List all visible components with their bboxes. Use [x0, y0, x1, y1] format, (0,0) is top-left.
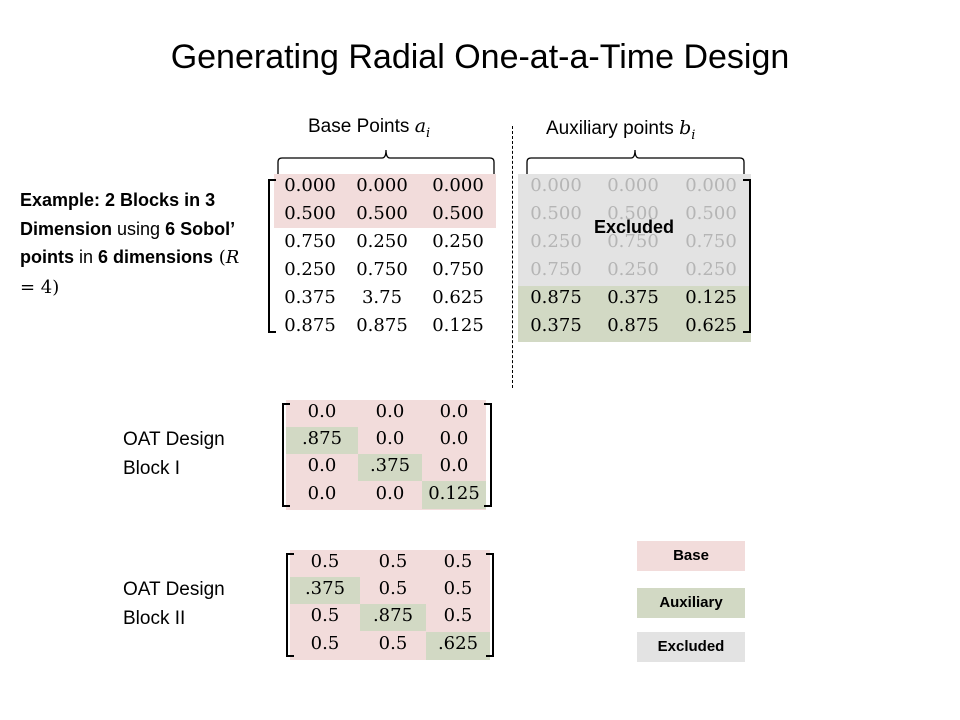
- block-1-row: 0.0 0.0 0.0: [307, 401, 469, 422]
- block-2-aux-cell: [426, 632, 490, 660]
- block-2-left-bracket: [286, 553, 294, 657]
- legend-auxiliary: Auxiliary: [637, 588, 745, 618]
- sobol-row: 0.875 0.875 0.125: [284, 315, 484, 336]
- block-1-row: .875 0.0 0.0: [301, 428, 469, 449]
- block-1-row: 0.0.375 0.0: [307, 455, 469, 476]
- sobol-row: 0.750 0.250 0.250: [284, 231, 484, 252]
- sobol-aux-row-excluded: 0.750 0.250 0.250: [530, 259, 737, 280]
- sobol-aux-row-excluded: 0.000 0.000 0.000: [530, 175, 737, 196]
- base-points-header: Base Points ai: [308, 115, 430, 141]
- auxiliary-points-header: Auxiliary points bi: [546, 117, 695, 143]
- auxiliary-points-label: Auxiliary points: [546, 118, 674, 139]
- sobol-row: 0.375 3.75 0.625: [284, 287, 484, 308]
- block-2-row: 0.5 0.5.625: [310, 633, 479, 654]
- block-2-right-bracket: [486, 553, 494, 657]
- sobol-aux-row-excluded: 0.500 0.500 0.500: [530, 203, 737, 224]
- base-brace: [277, 149, 495, 174]
- block-1-row: 0.0 0.0 0.125: [307, 483, 480, 504]
- sobol-aux-row: 0.375 0.875 0.625: [530, 315, 737, 336]
- sobol-aux-row-excluded: 0.250 0.750 0.750: [530, 231, 737, 252]
- block-1-label: OAT Design Block I: [123, 429, 225, 479]
- dashed-divider: [512, 126, 513, 388]
- sobol-right-bracket: [743, 179, 751, 333]
- block-1-left-bracket: [282, 403, 290, 507]
- sobol-row: 0.500 0.500 0.500: [284, 203, 484, 224]
- legend-excluded: Excluded: [637, 632, 745, 662]
- block-2-aux-cell: [290, 577, 360, 604]
- sobol-left-bracket: [268, 179, 276, 333]
- excluded-highlight: [518, 174, 751, 286]
- sobol-row: 0.250 0.750 0.750: [284, 259, 484, 280]
- base-points-label: Base Points: [308, 116, 410, 137]
- auxiliary-points-symbol: bi: [679, 117, 696, 143]
- sobol-row: 0.000 0.000 0.000: [284, 175, 484, 196]
- base-highlight: [274, 174, 496, 228]
- block-2-label: OAT Design Block II: [123, 579, 225, 629]
- brace-decorations: [277, 149, 745, 174]
- sobol-aux-row: 0.875 0.375 0.125: [530, 287, 737, 308]
- block-1-aux-cell: [422, 481, 486, 509]
- excluded-overlay-label: Excluded: [594, 217, 675, 237]
- block-2-row: 0.5 0.5 0.5: [310, 551, 473, 572]
- legend-base: Base: [637, 541, 745, 571]
- slide-title: Generating Radial One-at-a-Time Design: [170, 38, 790, 76]
- block-1-right-bracket: [484, 403, 492, 507]
- base-points-symbol: ai: [414, 115, 431, 141]
- aux-brace: [526, 149, 745, 174]
- block-2-aux-cell: [360, 604, 426, 631]
- block-2-row: .375 0.5 0.5: [304, 578, 473, 599]
- block-1-aux-cell: [286, 427, 358, 454]
- block-1-aux-cell: [358, 454, 422, 481]
- auxiliary-highlight: [518, 286, 751, 342]
- example-description: Example: 2 Blocks in 3 Dimension using 6…: [20, 190, 240, 298]
- block-2-row: 0.5.875 0.5: [310, 605, 473, 626]
